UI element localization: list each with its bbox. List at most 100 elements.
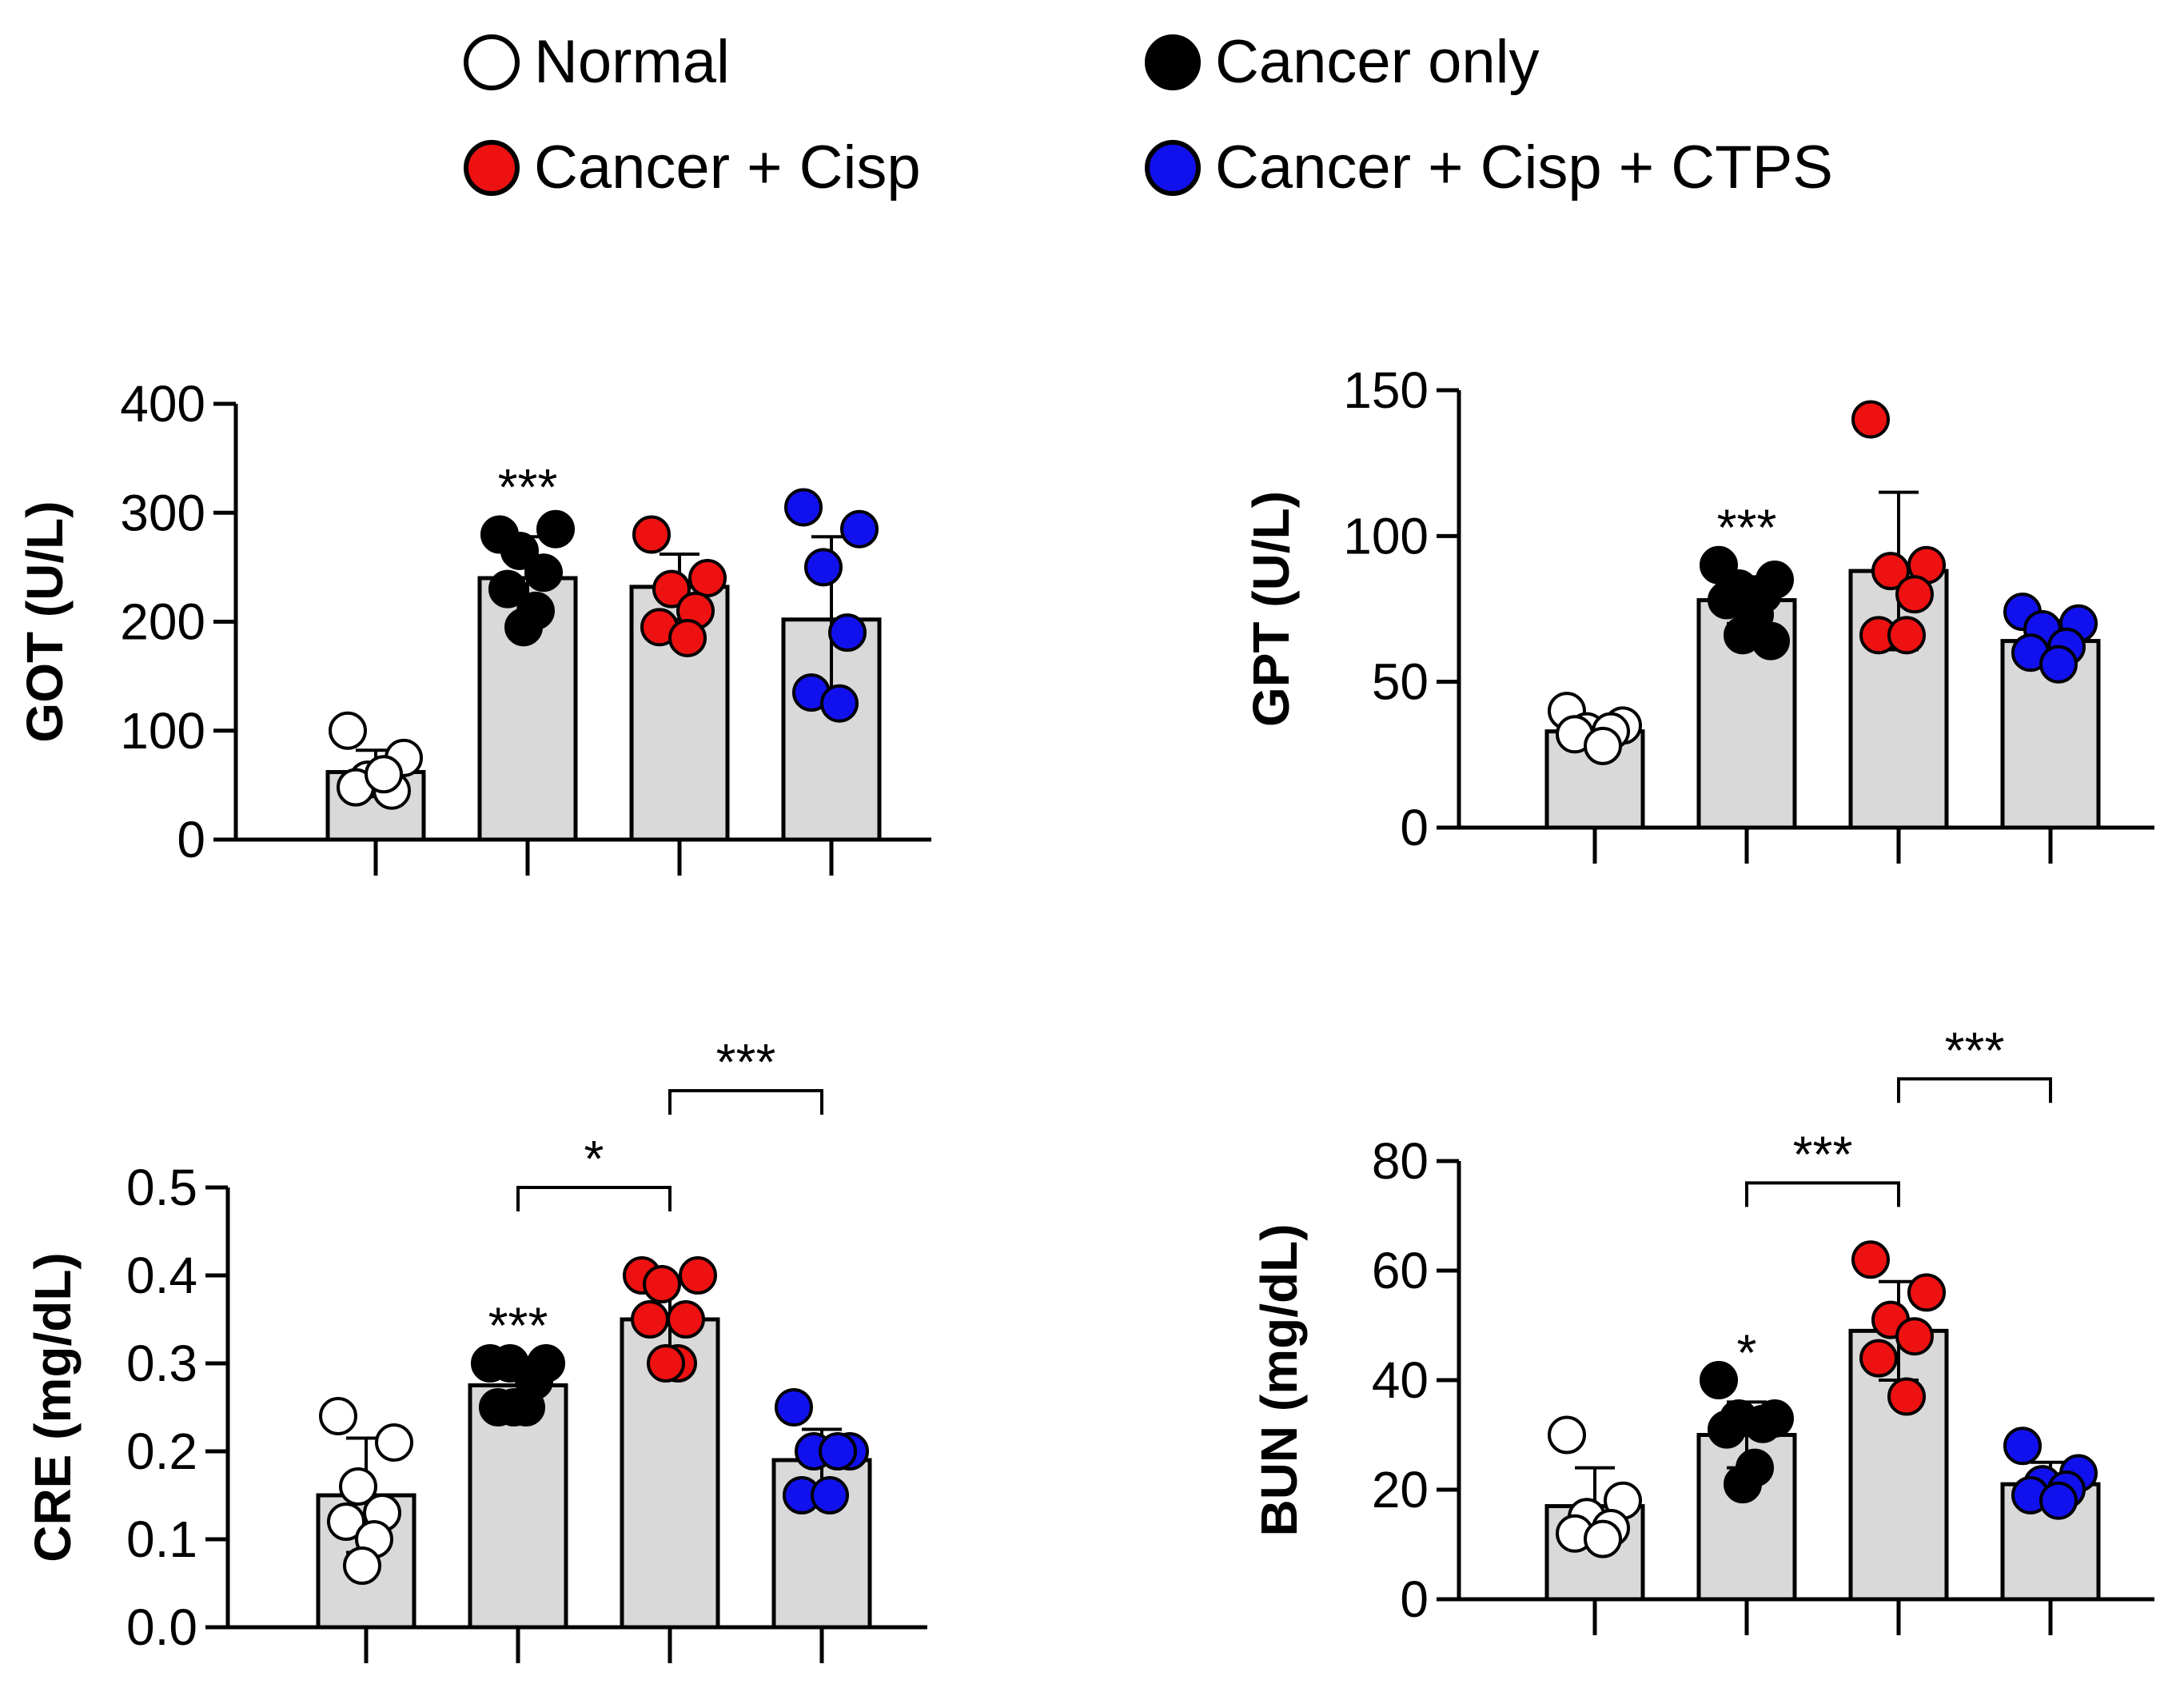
cre-point-2-4 [631,1300,669,1339]
bun-point-3-0 [2003,1427,2042,1466]
cre-ytick-label-0: 0.0 [126,1598,197,1656]
cre-point-2-2 [643,1265,681,1303]
got-ytick-label-3: 300 [120,484,205,541]
got-ytick-label-2: 200 [120,593,205,651]
got-point-0-0 [329,711,367,750]
cre-significance-1: *** [488,1296,548,1354]
got-point-3-2 [804,548,843,587]
bun-point-2-5 [1887,1377,1926,1416]
bun-significance-1: * [1737,1323,1757,1381]
got-point-1-6 [504,608,543,647]
got-point-2-5 [668,618,707,657]
bun-bracket-0 [1745,1181,1900,1207]
gpt-point-2-3 [1895,575,1934,614]
bun-point-0-0 [1548,1415,1586,1455]
gpt-ytick-label-2: 100 [1343,507,1429,565]
got-point-1-1 [536,509,575,549]
legend-marker-normal [464,34,520,90]
gpt-ytick-label-0: 0 [1400,799,1429,856]
gpt-point-1-7 [1752,621,1790,660]
got-point-2-1 [688,559,727,597]
bun-ytick-label-0: 0 [1400,1570,1429,1628]
bun-ylabel: BUN (mg/dL) [1250,1223,1308,1536]
got-point-2-0 [632,515,671,554]
cre-ytick-label-1: 0.1 [126,1510,197,1568]
legend-label-cancer-cisp-ctps: Cancer + Cisp + CTPS [1215,134,1833,202]
got-point-3-0 [784,488,823,527]
gpt-point-2-2 [1871,552,1910,591]
got-ylabel: GOT (U/L) [16,501,74,742]
legend-marker-cancer-cisp-ctps [1145,140,1201,196]
gpt-point-2-0 [1851,400,1890,439]
gpt-significance-1: *** [1717,498,1777,556]
legend-item-cancer-cisp: Cancer + Cisp [464,138,921,198]
bun-point-2-1 [1907,1273,1946,1312]
bun-point-1-3 [1744,1404,1782,1443]
cre-point-3-5 [811,1476,849,1514]
cre-point-0-2 [339,1467,377,1506]
cre-point-0-4 [327,1502,365,1541]
got-point-1-4 [488,569,527,609]
cre-ytick-label-4: 0.4 [126,1247,197,1304]
cre-ytick-label-5: 0.5 [126,1159,197,1216]
bun-point-1-4 [1708,1410,1746,1449]
gpt-point-0-5 [1584,726,1622,765]
bun-point-2-3 [1895,1317,1934,1356]
gpt-ytick-label-1: 50 [1372,653,1429,711]
bun-point-0-5 [1584,1519,1622,1558]
cre-ylabel: CRE (mg/dL) [24,1252,82,1562]
bun-bracket-label-1: *** [1945,1021,2005,1079]
cre-point-1-6 [495,1388,533,1427]
gpt-point-2-5 [1887,616,1926,655]
bun-point-2-0 [1851,1240,1890,1279]
got-point-3-5 [820,684,859,723]
cre-point-3-3 [819,1432,857,1471]
cre-ytick-label-3: 0.3 [126,1335,197,1392]
got-point-3-1 [840,509,879,549]
got-significance-1: *** [498,458,558,516]
got-point-1-2 [500,531,539,570]
bun-point-1-6 [1724,1465,1762,1504]
legend-item-cancer-cisp-ctps: Cancer + Cisp + CTPS [1145,138,1833,198]
cre-ytick-label-2: 0.2 [126,1423,197,1480]
legend-label-cancer-only: Cancer only [1215,28,1540,96]
legend-item-cancer-only: Cancer only [1145,32,1540,93]
got-ytick-label-4: 400 [120,375,205,433]
got-point-2-2 [652,569,691,609]
got-ytick-label-0: 0 [177,811,205,868]
bun-ytick-label-2: 40 [1372,1351,1429,1409]
legend-marker-cancer-only [1145,34,1201,90]
cre-bracket-0 [516,1186,672,1211]
bun-ytick-label-4: 80 [1372,1132,1429,1190]
bun-point-2-4 [1859,1339,1898,1378]
cre-point-3-0 [775,1388,813,1427]
bun-bracket-label-0: *** [1793,1125,1853,1183]
got-point-3-3 [828,613,867,652]
gpt-point-3-5 [2039,644,2078,684]
legend-label-cancer-cisp: Cancer + Cisp [534,134,921,202]
bun-point-3-5 [2039,1481,2078,1520]
cre-point-0-0 [319,1397,357,1435]
cre-point-2-1 [679,1256,717,1295]
gpt-ytick-label-3: 150 [1343,361,1429,419]
cre-point-0-6 [343,1546,381,1585]
cre-bracket-label-0: * [584,1130,604,1187]
got-point-0-5 [365,755,403,794]
cre-point-2-6 [647,1344,685,1383]
bun-ytick-label-1: 20 [1372,1461,1429,1518]
cre-bracket-1 [668,1089,823,1115]
got-point-1-3 [524,553,563,593]
gpt-ylabel: GPT (U/L) [1242,491,1300,727]
cre-bracket-label-1: *** [716,1033,776,1091]
legend-marker-cancer-cisp [464,140,520,196]
bun-ytick-label-3: 60 [1372,1242,1429,1299]
bun-bracket-1 [1897,1077,2052,1103]
bun-point-1-0 [1700,1361,1738,1399]
cre-point-0-1 [375,1423,413,1462]
legend-label-normal: Normal [534,28,730,96]
got-ytick-label-1: 100 [120,702,205,760]
